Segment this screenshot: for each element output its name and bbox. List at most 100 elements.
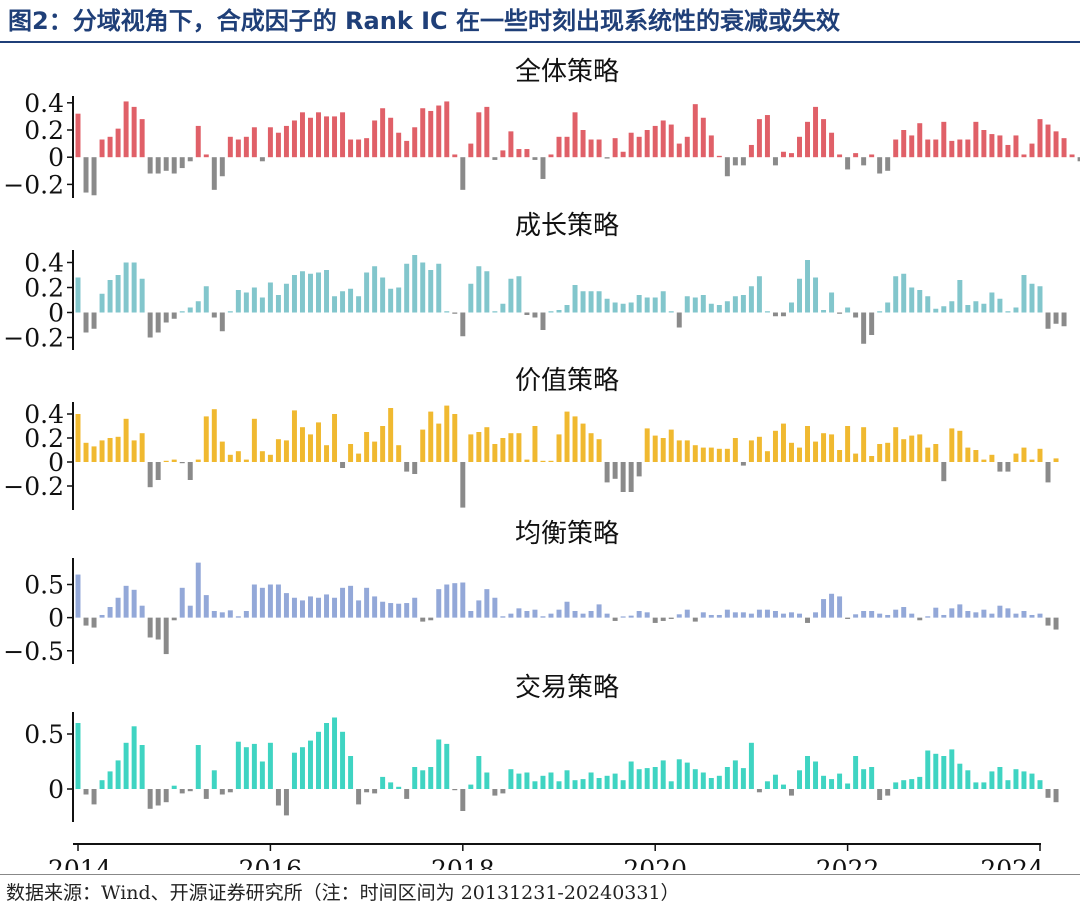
bar-2016-10 — [340, 462, 346, 468]
bar-2023-10 — [1013, 613, 1019, 618]
bar-2017-11 — [444, 743, 450, 789]
bar-2016-02 — [275, 584, 281, 618]
bar-2021-05 — [780, 423, 786, 462]
bar-2017-02 — [372, 441, 378, 462]
bar-2018-04 — [484, 271, 490, 313]
x-tick-label: 2014 — [48, 855, 112, 870]
bar-2017-04 — [388, 288, 394, 313]
bar-2022-09 — [909, 287, 915, 313]
bar-2023-07 — [989, 771, 995, 789]
bar-2022-05 — [877, 157, 883, 174]
bar-2018-01 — [460, 462, 466, 508]
bar-2014-05 — [107, 438, 113, 462]
bar-2016-12 — [356, 139, 362, 158]
bar-2020-09 — [716, 614, 722, 618]
bar-2018-08 — [516, 608, 522, 618]
bar-2017-07 — [412, 462, 418, 474]
bar-2021-09 — [813, 106, 819, 158]
bar-2015-01 — [171, 785, 177, 789]
bar-2017-05 — [396, 445, 402, 462]
bar-2016-10 — [340, 731, 346, 789]
bar-2020-07 — [700, 772, 706, 789]
bar-2015-03 — [187, 605, 193, 618]
bar-2017-11 — [444, 584, 450, 618]
bar-2017-02 — [372, 120, 378, 158]
bar-2017-03 — [380, 277, 386, 313]
bar-2018-06 — [500, 303, 506, 313]
bar-2021-06 — [789, 302, 794, 313]
bar-2014-04 — [99, 614, 105, 618]
bar-2014-07 — [123, 262, 129, 313]
bar-2023-09 — [1005, 608, 1011, 618]
bar-2022-03 — [861, 769, 867, 789]
bar-2019-04 — [580, 779, 586, 789]
bar-2019-08 — [612, 773, 618, 789]
bar-2023-10 — [1013, 135, 1019, 158]
bar-2016-10 — [340, 112, 346, 158]
bar-2022-09 — [909, 613, 915, 618]
bar-2022-10 — [917, 617, 923, 621]
bar-2022-05 — [877, 444, 883, 462]
bar-2019-04 — [580, 423, 586, 462]
bar-2015-02 — [179, 587, 185, 618]
bar-2017-09 — [428, 411, 434, 462]
bar-2021-04 — [772, 312, 778, 317]
bar-2018-04 — [484, 589, 490, 618]
bar-2018-05 — [492, 157, 498, 160]
bar-2018-09 — [524, 611, 530, 618]
bar-2018-11 — [540, 775, 546, 789]
bar-2022-11 — [925, 616, 931, 618]
bar-2021-03 — [764, 115, 770, 158]
panel-title: 交易策略 — [515, 673, 619, 703]
y-tick-label: 0.4 — [24, 400, 64, 429]
bar-2020-12 — [740, 295, 746, 313]
bar-2019-01 — [556, 781, 562, 789]
bar-2021-05 — [780, 312, 786, 317]
bar-2014-11 — [155, 789, 161, 806]
bar-2021-11 — [829, 779, 835, 789]
bar-2017-01 — [364, 789, 370, 793]
panel-4: 均衡策略 −0.5 0 0.5 — [3, 519, 1059, 666]
bar-2017-07 — [412, 597, 418, 618]
bar-2024-03 — [1053, 789, 1059, 803]
bar-2022-10 — [917, 123, 923, 158]
bar-2023-08 — [997, 462, 1003, 472]
bar-2018-10 — [532, 426, 538, 462]
bar-2014-12 — [163, 617, 169, 655]
bar-2017-09 — [428, 767, 434, 789]
bar-2021-04 — [772, 430, 778, 462]
bar-2022-12 — [933, 444, 939, 462]
bar-2014-03 — [91, 157, 97, 196]
bar-2021-06 — [789, 442, 794, 462]
bar-2016-07 — [316, 272, 321, 313]
bar-2016-08 — [324, 270, 330, 313]
bar-2020-04 — [676, 759, 682, 789]
bar-2015-05 — [203, 416, 209, 462]
bar-2021-05 — [780, 151, 786, 158]
bar-2020-10 — [724, 157, 730, 177]
bar-2015-12 — [259, 451, 265, 462]
bar-2015-12 — [259, 297, 265, 313]
bar-2015-01 — [171, 459, 177, 462]
bar-2020-07 — [700, 117, 706, 158]
bar-2018-07 — [508, 433, 514, 462]
bar-2020-04 — [676, 312, 682, 328]
bar-2019-08 — [612, 617, 618, 621]
bar-2018-06 — [500, 789, 506, 794]
bar-2018-10 — [532, 157, 538, 160]
bar-2022-06 — [885, 302, 891, 313]
bar-2014-06 — [115, 128, 121, 158]
bar-2019-10 — [628, 761, 634, 789]
bar-2014-12 — [163, 312, 169, 323]
bar-2018-07 — [508, 278, 514, 313]
bar-2023-02 — [949, 608, 955, 618]
bar-2022-04 — [869, 611, 875, 618]
bar-2015-10 — [243, 747, 249, 789]
bar-2022-06 — [885, 789, 891, 796]
bar-2019-03 — [572, 416, 578, 462]
bar-2020-03 — [668, 429, 674, 462]
bar-2014-02 — [83, 617, 89, 626]
bar-2016-08 — [324, 445, 330, 462]
bar-2023-08 — [997, 298, 1003, 313]
bar-2022-02 — [853, 756, 859, 789]
